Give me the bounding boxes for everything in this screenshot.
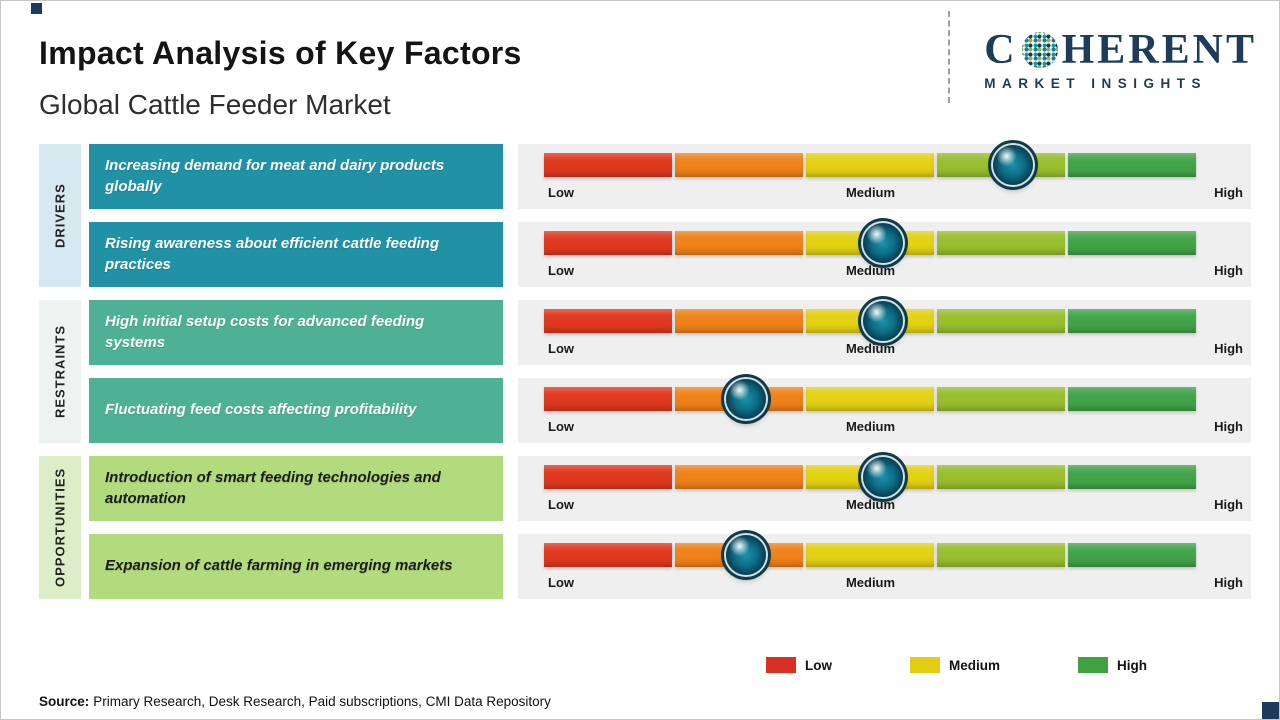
factor-text: High initial setup costs for advanced fe…	[89, 300, 503, 365]
impact-scale: Low Medium High	[518, 144, 1251, 209]
scale-segment	[806, 387, 934, 411]
impact-scale: Low Medium High	[518, 300, 1251, 365]
scale-segment	[1068, 465, 1196, 489]
scale-segment	[544, 153, 672, 177]
group-label: DRIVERS	[39, 144, 81, 287]
legend-item: Medium	[910, 657, 1000, 673]
scale-segment	[1068, 309, 1196, 333]
scale-segment	[937, 309, 1065, 333]
scale-label: Medium	[845, 575, 896, 590]
impact-scale: Low Medium High	[518, 534, 1251, 599]
factor-text: Rising awareness about efficient cattle …	[89, 222, 503, 287]
scale-segment	[806, 153, 934, 177]
legend-label: Medium	[949, 657, 1001, 673]
logo-brand: C HERENT	[984, 29, 1257, 71]
page-subtitle: Global Cattle Feeder Market	[39, 89, 391, 120]
group-label: RESTRAINTS	[39, 300, 81, 443]
legend-swatch	[910, 657, 940, 673]
impact-marker	[993, 145, 1034, 185]
scale-bar	[544, 301, 1196, 341]
logo-tagline: MARKET INSIGHTS	[984, 76, 1208, 91]
logo-brand-prefix: C	[984, 27, 1018, 73]
logo-globe-icon	[1021, 32, 1058, 68]
impact-rows: DRIVERS Increasing demand for meat and da…	[39, 144, 1251, 599]
scale-bar	[544, 145, 1196, 185]
scale-segment	[1068, 231, 1196, 255]
logo-brand-suffix: HERENT	[1061, 27, 1257, 73]
scale-segment	[937, 387, 1065, 411]
scale-label: Low	[548, 497, 574, 512]
scale-label: Medium	[845, 419, 896, 434]
scale-segment	[544, 309, 672, 333]
scale-segment	[675, 465, 803, 489]
scale-label: Medium	[845, 185, 896, 200]
scale-segment	[937, 543, 1065, 567]
scale-label: Medium	[845, 497, 896, 512]
scale-bar	[544, 223, 1196, 263]
scale-segment	[544, 231, 672, 255]
scale-label: Medium	[845, 341, 896, 356]
scale-label: Low	[548, 341, 574, 356]
scale-label: High	[1214, 185, 1243, 200]
scale-label: High	[1214, 497, 1243, 512]
legend-swatch	[766, 657, 796, 673]
scale-segment	[544, 387, 672, 411]
legend-label: Low	[805, 657, 832, 673]
page-title: Impact Analysis of Key Factors	[39, 35, 522, 71]
scale-bar	[544, 457, 1196, 497]
impact-scale: Low Medium High	[518, 378, 1251, 443]
impact-marker	[726, 379, 767, 419]
legend-item: Low	[766, 657, 832, 673]
scale-segment	[675, 231, 803, 255]
group-restraints: RESTRAINTS High initial setup costs for a…	[39, 300, 1251, 443]
impact-marker	[863, 301, 904, 341]
scale-label: Medium	[845, 263, 896, 278]
factor-text: Expansion of cattle farming in emerging …	[89, 534, 503, 599]
corner-accent-top-left	[31, 3, 42, 14]
scale-segment	[806, 543, 934, 567]
scale-bar	[544, 379, 1196, 419]
legend-item: High	[1078, 657, 1147, 673]
scale-label: Low	[548, 263, 574, 278]
scale-label: High	[1214, 263, 1243, 278]
source-text: Primary Research, Desk Research, Paid su…	[93, 694, 551, 709]
scale-segment	[675, 153, 803, 177]
scale-label: Low	[548, 419, 574, 434]
group-drivers: DRIVERS Increasing demand for meat and da…	[39, 144, 1251, 287]
scale-segment	[937, 465, 1065, 489]
impact-scale: Low Medium High	[518, 456, 1251, 521]
scale-label: Low	[548, 575, 574, 590]
scale-segment	[1068, 153, 1196, 177]
impact-marker	[726, 535, 767, 575]
scale-segment	[544, 543, 672, 567]
scale-label: High	[1214, 575, 1243, 590]
company-logo: C HERENT MARKET INSIGHTS	[984, 29, 1257, 91]
corner-accent-bottom-right	[1262, 702, 1279, 719]
impact-marker	[863, 457, 904, 497]
legend-swatch	[1078, 657, 1109, 673]
impact-scale: Low Medium High	[518, 222, 1251, 287]
group-label: OPPORTUNITIES	[39, 456, 81, 599]
scale-segment	[544, 465, 672, 489]
factor-text: Fluctuating feed costs affecting profita…	[89, 378, 503, 443]
scale-bar	[544, 535, 1196, 575]
scale-segment	[1068, 543, 1196, 567]
legend-label: High	[1117, 657, 1148, 673]
scale-segment	[675, 309, 803, 333]
scale-label: Low	[548, 185, 574, 200]
scale-label: High	[1214, 419, 1243, 434]
source-label: Source:	[39, 694, 90, 709]
factor-text: Introduction of smart feeding technologi…	[89, 456, 503, 521]
factor-text: Increasing demand for meat and dairy pro…	[89, 144, 503, 209]
scale-label: High	[1214, 341, 1243, 356]
legend: Low Medium High	[766, 657, 1147, 673]
source-note: Source: Primary Research, Desk Research, …	[39, 694, 551, 709]
impact-marker	[863, 223, 904, 263]
logo-divider	[948, 11, 950, 103]
scale-segment	[937, 231, 1065, 255]
group-opportunities: OPPORTUNITIES Introduction of smart feedi…	[39, 456, 1251, 599]
scale-segment	[1068, 387, 1196, 411]
